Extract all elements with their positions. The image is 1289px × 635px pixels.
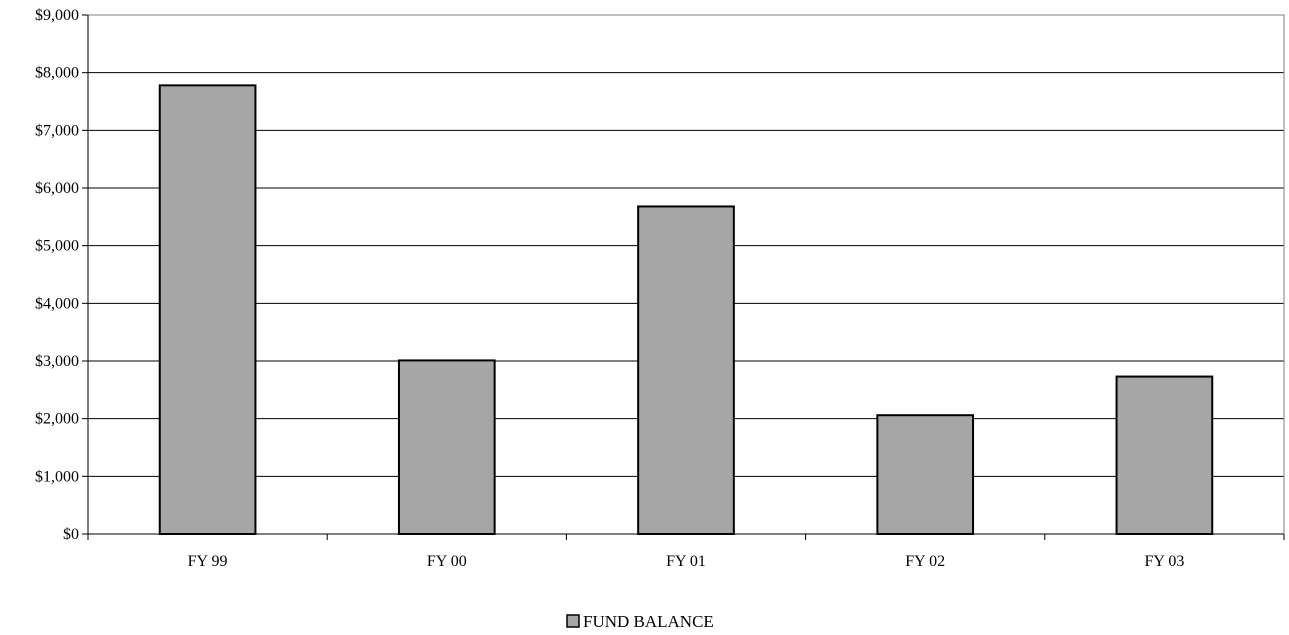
legend: FUND BALANCE (566, 612, 714, 631)
bar-fy-02 (876, 414, 975, 535)
x-tick-label: FY 03 (1144, 553, 1184, 570)
legend-swatch-fund-balance (566, 614, 580, 628)
y-axis-tick-labels: $0 $1,000 $2,000 $3,000 $4,000 $5,000 $6,000 $7… (35, 7, 79, 543)
y-tick-label: $8,000 (35, 65, 79, 82)
x-tick-label: FY 00 (427, 553, 467, 570)
x-tick-label: FY 01 (666, 553, 706, 570)
bar-fy-99 (158, 84, 257, 535)
y-tick-label: $6,000 (35, 180, 79, 197)
y-tick-label: $4,000 (35, 295, 79, 312)
y-tick-label: $7,000 (35, 122, 79, 139)
y-tick-label: $9,000 (35, 7, 79, 24)
y-tick-label: $3,000 (35, 353, 79, 370)
y-tick-label: $5,000 (35, 238, 79, 255)
bar-fy-01 (637, 205, 735, 535)
bars (158, 84, 1214, 535)
y-tick-label: $1,000 (35, 468, 79, 485)
bar-fy-03 (1115, 375, 1214, 535)
x-tick-label: FY 02 (905, 553, 945, 570)
x-axis-tick-labels: FY 99 FY 00 FY 01 FY 02 FY 03 (188, 553, 1185, 570)
y-tick-label: $0 (63, 526, 79, 543)
axes (82, 14, 1285, 540)
legend-label-fund-balance: FUND BALANCE (583, 612, 714, 631)
y-tick-label: $2,000 (35, 411, 79, 428)
x-tick-label: FY 99 (188, 553, 228, 570)
bar-fy-00 (397, 359, 496, 535)
